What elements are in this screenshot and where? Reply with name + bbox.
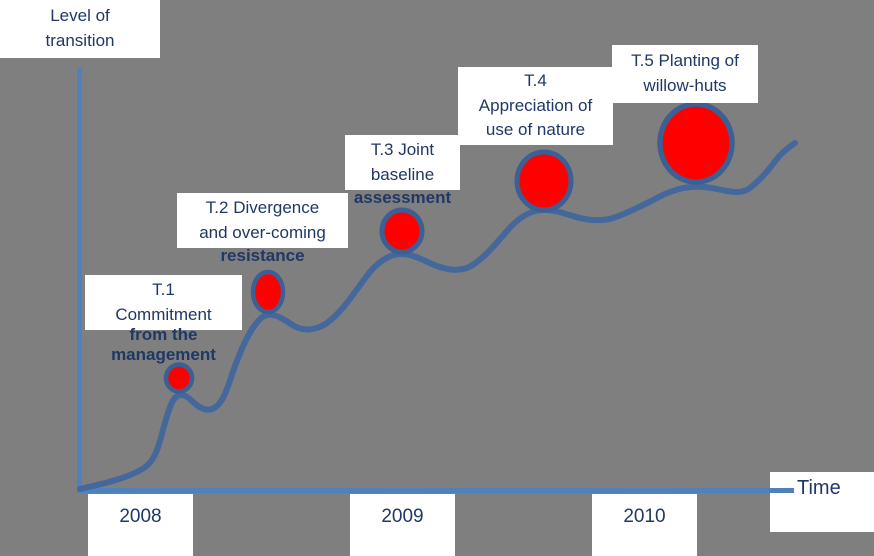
milestone-label-t4-text: T.4 Appreciation of use of nature (478, 71, 593, 140)
year-tick-2009-text: 2009 (381, 506, 424, 527)
milestone-label-t3: T.3 Joint baseline (345, 135, 460, 190)
y-axis-label: Level of transition (0, 0, 160, 58)
milestone-label-t1-overflow: from the management (111, 325, 216, 364)
milestone-label-t2-text: T.2 Divergence and over-coming (199, 197, 326, 242)
milestone-label-t3-text: T.3 Joint baseline (370, 139, 435, 184)
milestone-label-t4: T.4 Appreciation of use of nature (458, 67, 613, 145)
milestone-label-t1-text: T.1 Commitment (115, 279, 212, 324)
milestone-label-t1: T.1 Commitment (85, 275, 242, 330)
milestone-marker-t5 (657, 101, 735, 185)
milestone-label-t5: T.5 Planting of willow-huts (612, 45, 758, 103)
milestone-label-t5-text: T.5 Planting of willow-huts (631, 51, 739, 95)
milestone-label-t2: T.2 Divergence and over-coming (177, 193, 348, 248)
year-tick-2008-text: 2008 (119, 506, 162, 527)
year-tick-2010: 2010 (592, 494, 697, 556)
milestone-marker-t2 (250, 269, 286, 315)
x-axis-label: Time (770, 472, 874, 532)
year-tick-2008: 2008 (88, 494, 193, 556)
milestone-label-t2-overflow: resistance (220, 246, 305, 265)
milestone-marker-t3 (379, 207, 425, 255)
milestone-marker-t1 (163, 362, 195, 394)
milestone-marker-t4 (514, 149, 574, 213)
x-axis-label-text: Time (797, 477, 841, 499)
milestone-label-t3-overflow: assessment (353, 188, 452, 207)
year-tick-2010-text: 2010 (623, 506, 666, 527)
y-axis-label-text: Level of transition (45, 6, 115, 50)
year-tick-2009: 2009 (350, 494, 455, 556)
